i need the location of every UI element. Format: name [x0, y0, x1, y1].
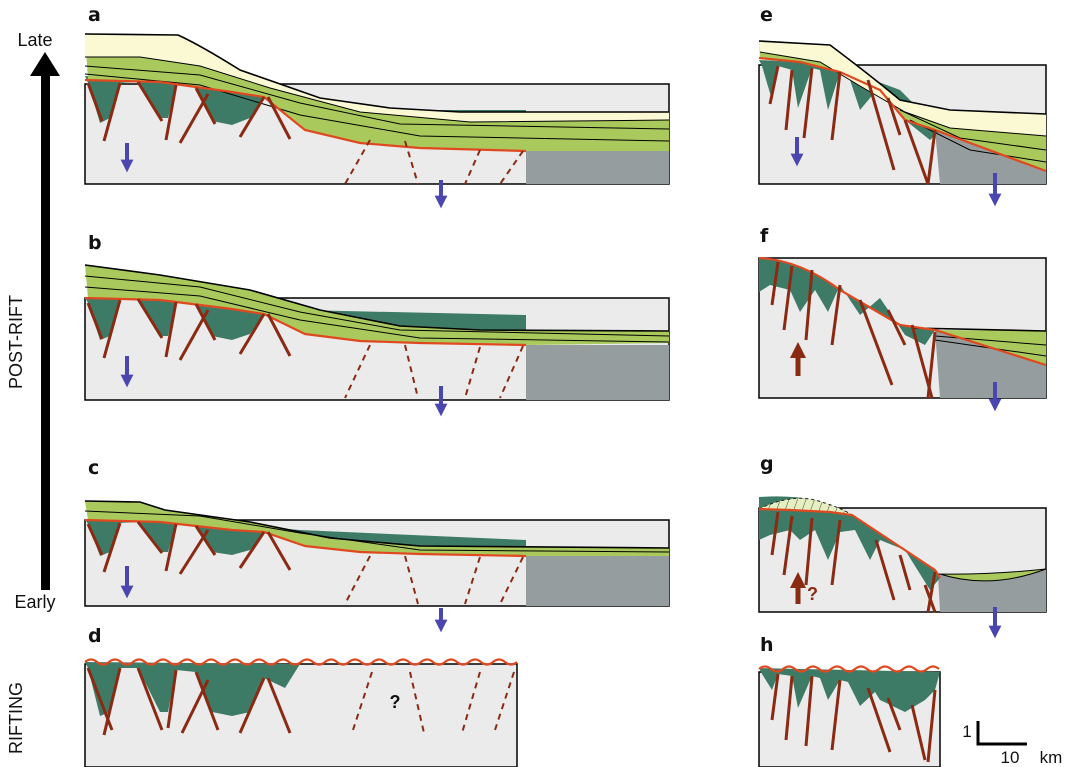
faults	[86, 667, 292, 736]
breakup-unconformity	[84, 78, 527, 153]
breakup-unconformity	[84, 296, 527, 347]
erosional-unconformity	[84, 658, 518, 666]
early-label: Early	[14, 592, 55, 612]
postrift-cream	[759, 41, 1046, 136]
synrift-fill	[85, 662, 300, 716]
faults	[86, 298, 292, 361]
panel-b: b	[84, 232, 670, 417]
postrift-green	[910, 328, 1046, 365]
faults	[770, 261, 937, 399]
panel-label-f: f	[760, 225, 769, 247]
time-arrow-shaft	[41, 72, 50, 590]
synrift-fill	[759, 496, 940, 590]
postrift-green	[937, 568, 1047, 582]
time-arrow-head	[30, 52, 60, 76]
erosional-unconformity	[758, 665, 940, 673]
panel-f: f	[758, 225, 1047, 412]
panel-label-a: a	[88, 4, 101, 26]
panel-h: h	[758, 634, 941, 767]
faults	[86, 81, 292, 144]
top-surface	[911, 327, 1047, 332]
faults	[770, 673, 937, 763]
horizons	[759, 51, 1047, 163]
panel-label-g: g	[760, 453, 774, 475]
horizons	[84, 275, 670, 343]
top-surface	[84, 33, 669, 113]
panel-d: d ?	[84, 625, 518, 767]
oceanic-crust	[526, 556, 669, 606]
horizons	[84, 510, 670, 553]
oceanic-crust	[526, 151, 669, 184]
scale-bar: 1 10 km	[962, 721, 1062, 767]
panel-label-h: h	[760, 634, 774, 656]
oceanic-crust	[935, 330, 1046, 398]
time-axis: Late Early POST-RIFT RIFTING	[6, 30, 60, 754]
panel-label-d: d	[88, 625, 102, 647]
post-rift-label: POST-RIFT	[6, 295, 26, 389]
scale-horizontal-unit: km	[1040, 748, 1063, 767]
dashed-faults	[344, 344, 524, 399]
scale-vertical-label: 1	[962, 722, 971, 741]
panel-label-c: c	[88, 457, 99, 479]
scale-bar-lines	[976, 721, 1027, 746]
panel-c: c	[84, 457, 670, 633]
dashed-faults	[344, 139, 524, 185]
faults	[86, 521, 292, 575]
oceanic-crust	[935, 130, 1046, 184]
synrift-fill	[759, 258, 935, 345]
oceanic-crust	[526, 345, 669, 400]
panel-a: a	[84, 4, 670, 209]
dashed-faults	[344, 555, 524, 605]
scale-horizontal-value: 10	[1001, 748, 1020, 767]
panel-g: g ?	[758, 453, 1047, 639]
panel-label-e: e	[760, 4, 773, 26]
top-surface	[84, 500, 670, 549]
breakup-unconformity	[84, 518, 527, 558]
late-label: Late	[17, 30, 52, 50]
synrift-fill	[759, 668, 940, 712]
postrift-green	[85, 501, 669, 556]
rifting-label: RIFTING	[6, 682, 26, 754]
faults	[770, 511, 937, 613]
breakup-unconformity	[758, 507, 941, 579]
uncertain-faults-label: ?	[390, 692, 401, 712]
panel-e: e	[758, 4, 1047, 207]
top-surface	[84, 264, 670, 332]
faults	[768, 65, 937, 185]
top-surface	[758, 40, 1047, 115]
uncertain-uplift-label: ?	[807, 584, 818, 604]
postrift-cream	[85, 34, 669, 122]
synrift-fill	[759, 60, 940, 140]
panel-label-b: b	[88, 232, 102, 254]
